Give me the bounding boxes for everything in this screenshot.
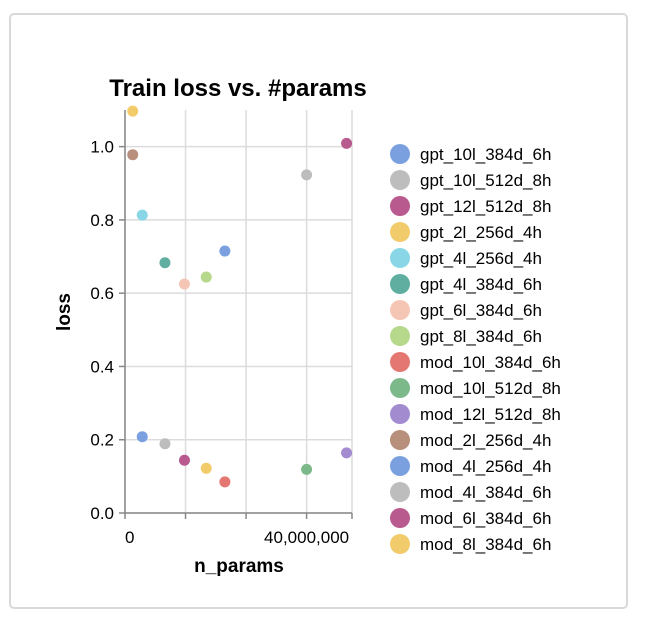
legend-label: mod_8l_384d_6h	[420, 535, 551, 554]
x-tick-label: 0	[125, 528, 134, 547]
data-point	[127, 105, 139, 117]
legend-swatch	[390, 378, 410, 398]
x-axis-title: n_params	[194, 556, 284, 577]
data-point	[200, 271, 212, 283]
grid	[124, 110, 353, 514]
legend-label: mod_10l_384d_6h	[420, 353, 561, 372]
legend-swatch	[390, 404, 410, 424]
legend-label: mod_4l_256d_4h	[420, 457, 551, 476]
legend-item: mod_8l_384d_6h	[390, 534, 551, 554]
data-point	[219, 476, 231, 488]
legend-swatch	[390, 534, 410, 554]
x-tick-label: 40,000,000	[264, 528, 349, 547]
legend-item: gpt_6l_384d_6h	[390, 300, 542, 320]
data-point	[159, 438, 171, 450]
legend-label: gpt_6l_384d_6h	[420, 301, 542, 320]
data-point	[219, 245, 231, 257]
legend-label: gpt_10l_384d_6h	[420, 145, 551, 164]
legend-label: mod_2l_256d_4h	[420, 431, 551, 450]
legend-label: mod_12l_512d_8h	[420, 405, 561, 424]
legend-swatch	[390, 456, 410, 476]
y-tick-label: 0.8	[90, 211, 114, 230]
legend-label: gpt_8l_384d_6h	[420, 327, 542, 346]
legend-swatch	[390, 222, 410, 242]
legend-item: mod_2l_256d_4h	[390, 430, 551, 450]
legend-item: gpt_8l_384d_6h	[390, 326, 542, 346]
legend-swatch	[390, 508, 410, 528]
data-point	[178, 454, 190, 466]
legend-item: gpt_10l_512d_8h	[390, 170, 551, 190]
legend-item: gpt_12l_512d_8h	[390, 196, 551, 216]
legend-item: mod_10l_512d_8h	[390, 378, 561, 398]
legend-swatch	[390, 170, 410, 190]
data-point	[301, 463, 313, 475]
data-point	[136, 431, 148, 443]
legend-item: gpt_10l_384d_6h	[390, 144, 551, 164]
legend-swatch	[390, 196, 410, 216]
legend-label: gpt_12l_512d_8h	[420, 197, 551, 216]
legend-item: gpt_4l_256d_4h	[390, 248, 542, 268]
data-point	[178, 278, 190, 290]
legend-swatch	[390, 144, 410, 164]
legend-label: gpt_4l_384d_6h	[420, 275, 542, 294]
y-tick-label: 0.2	[90, 431, 114, 450]
data-point	[159, 257, 171, 269]
legend-item: mod_12l_512d_8h	[390, 404, 561, 424]
legend: gpt_10l_384d_6h gpt_10l_512d_8h gpt_12l_51…	[390, 144, 561, 554]
data-point	[341, 447, 353, 459]
y-axis-title: loss	[54, 293, 75, 331]
legend-item: mod_10l_384d_6h	[390, 352, 561, 372]
legend-swatch	[390, 248, 410, 268]
data-point	[127, 149, 139, 161]
legend-swatch	[390, 482, 410, 502]
data-points	[127, 105, 353, 488]
legend-swatch	[390, 352, 410, 372]
data-point	[341, 137, 353, 149]
y-tick-label: 1.0	[90, 138, 114, 157]
legend-label: gpt_2l_256d_4h	[420, 223, 542, 242]
legend-item: gpt_2l_256d_4h	[390, 222, 542, 242]
legend-swatch	[390, 326, 410, 346]
y-tick-label: 0.0	[90, 504, 114, 523]
legend-label: gpt_10l_512d_8h	[420, 171, 551, 190]
data-point	[136, 209, 148, 221]
legend-swatch	[390, 274, 410, 294]
legend-label: mod_10l_512d_8h	[420, 379, 561, 398]
legend-swatch	[390, 430, 410, 450]
chart-title: Train loss vs. #params	[109, 75, 366, 102]
legend-item: gpt_4l_384d_6h	[390, 274, 542, 294]
legend-label: mod_4l_384d_6h	[420, 483, 551, 502]
data-point	[301, 169, 313, 181]
y-tick-label: 0.6	[90, 284, 114, 303]
legend-label: mod_6l_384d_6h	[420, 509, 551, 528]
data-point	[200, 462, 212, 474]
legend-item: mod_4l_256d_4h	[390, 456, 551, 476]
legend-item: mod_6l_384d_6h	[390, 508, 551, 528]
axes: 0.0 0.2 0.4 0.6 0.8 1.0 0 40,000,000	[90, 110, 353, 547]
chart-card	[9, 13, 628, 609]
legend-label: gpt_4l_256d_4h	[420, 249, 542, 268]
y-tick-label: 0.4	[90, 357, 114, 376]
legend-swatch	[390, 300, 410, 320]
legend-item: mod_4l_384d_6h	[390, 482, 551, 502]
